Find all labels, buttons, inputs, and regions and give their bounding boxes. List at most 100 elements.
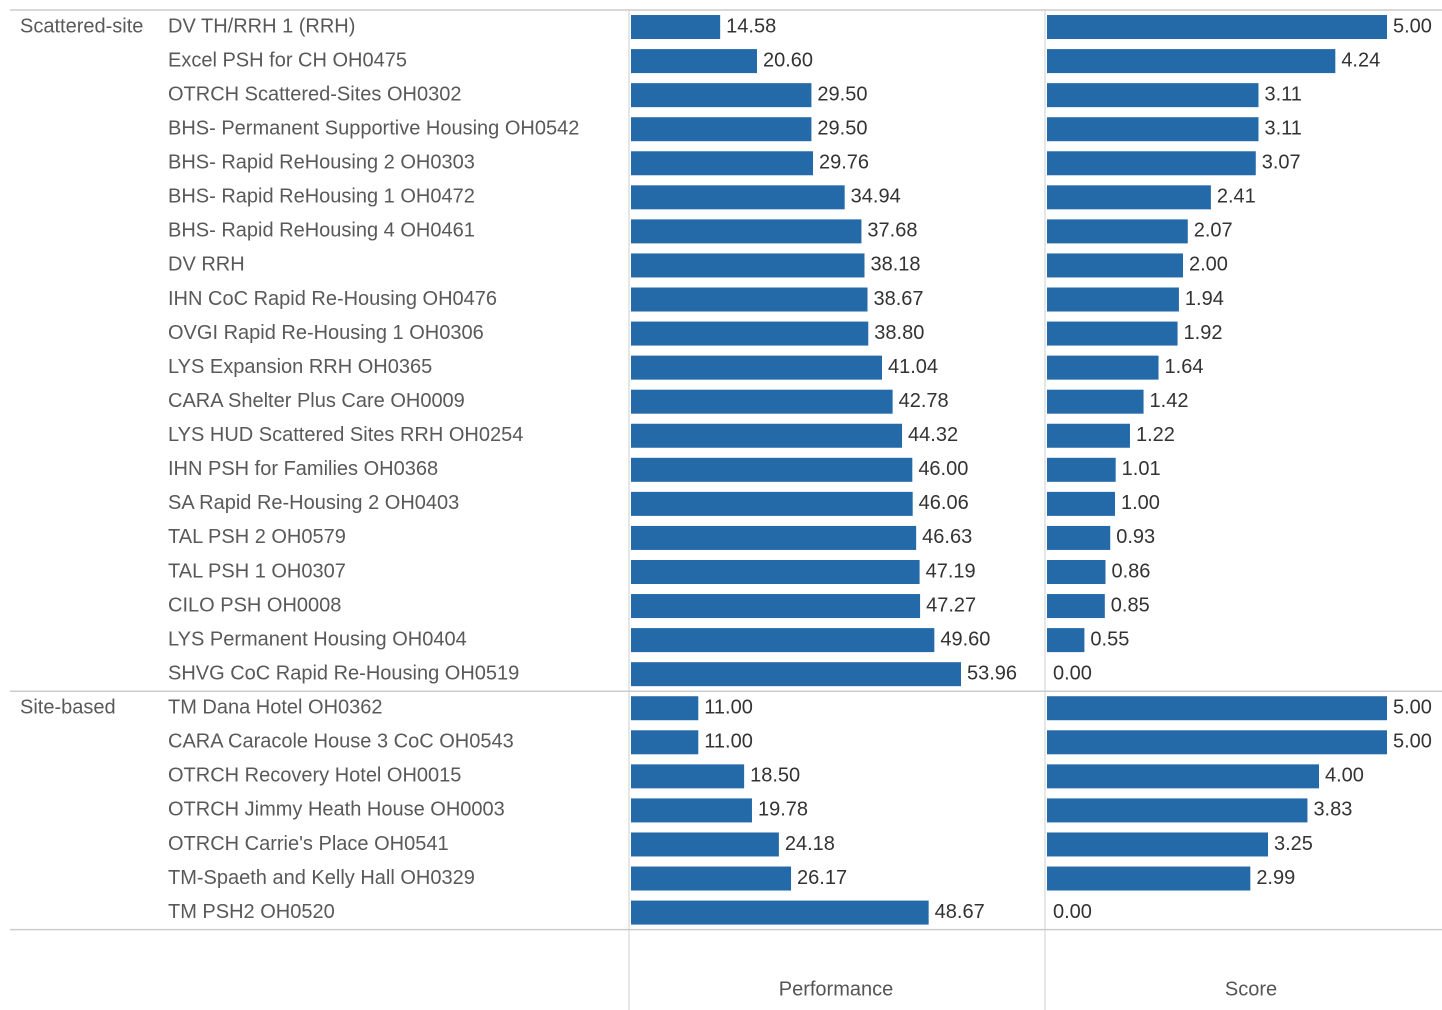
bar xyxy=(631,730,699,755)
value-label: 3.11 xyxy=(1264,83,1301,105)
value-label: 34.94 xyxy=(851,186,901,208)
bar xyxy=(1047,15,1387,40)
category-label: TM-Spaeth and Kelly Hall OH0329 xyxy=(168,867,475,889)
value-label: 29.76 xyxy=(819,152,869,174)
bar xyxy=(631,49,757,74)
bar xyxy=(631,219,862,244)
value-label: 46.00 xyxy=(918,458,968,480)
category-label: CILO PSH OH0008 xyxy=(168,594,341,616)
group-label: Scattered-site xyxy=(20,15,143,37)
bar xyxy=(631,253,865,278)
value-label: 0.00 xyxy=(1053,662,1092,684)
bar xyxy=(1047,355,1159,380)
axis-title: Score xyxy=(1225,978,1277,1000)
group-label: Site-based xyxy=(20,697,116,719)
bar xyxy=(1047,832,1268,857)
bar xyxy=(631,151,814,176)
value-label: 53.96 xyxy=(967,662,1017,684)
bar xyxy=(1047,730,1387,755)
category-label: OTRCH Scattered-Sites OH0302 xyxy=(168,83,461,105)
category-label: LYS Expansion RRH OH0365 xyxy=(168,356,432,378)
bar xyxy=(631,900,929,925)
value-label: 38.18 xyxy=(870,254,920,276)
value-label: 0.85 xyxy=(1111,594,1150,616)
category-label: BHS- Rapid ReHousing 2 OH0303 xyxy=(168,152,475,174)
value-label: 3.83 xyxy=(1313,799,1352,821)
value-label: 2.07 xyxy=(1194,220,1233,242)
bar xyxy=(1047,219,1188,244)
bar xyxy=(631,287,868,312)
bar xyxy=(1047,594,1105,619)
value-label: 18.50 xyxy=(750,765,800,787)
bar xyxy=(1047,253,1183,278)
value-label: 49.60 xyxy=(940,628,990,650)
value-label: 29.50 xyxy=(817,117,867,139)
value-label: 5.00 xyxy=(1393,697,1432,719)
value-label: 42.78 xyxy=(899,390,949,412)
bar xyxy=(1047,423,1130,448)
value-label: 19.78 xyxy=(758,799,808,821)
bar xyxy=(631,696,699,721)
category-label: DV TH/RRH 1 (RRH) xyxy=(168,15,355,37)
category-label: OTRCH Recovery Hotel OH0015 xyxy=(168,765,461,787)
category-label: SHVG CoC Rapid Re-Housing OH0519 xyxy=(168,662,519,684)
bar xyxy=(631,628,935,653)
bar xyxy=(1047,457,1116,482)
bar xyxy=(631,355,882,380)
category-label: LYS Permanent Housing OH0404 xyxy=(168,628,467,650)
value-label: 0.00 xyxy=(1053,901,1092,923)
value-label: 1.22 xyxy=(1136,424,1175,446)
category-label: OTRCH Carrie's Place OH0541 xyxy=(168,833,449,855)
category-label: OTRCH Jimmy Heath House OH0003 xyxy=(168,799,505,821)
bar xyxy=(1047,151,1256,176)
value-label: 1.42 xyxy=(1150,390,1189,412)
bar xyxy=(631,798,752,823)
value-label: 46.63 xyxy=(922,526,972,548)
value-label: 26.17 xyxy=(797,867,847,889)
category-label: SA Rapid Re-Housing 2 OH0403 xyxy=(168,492,459,514)
bar xyxy=(631,662,961,687)
value-label: 0.55 xyxy=(1090,628,1129,650)
bar xyxy=(1047,83,1259,108)
bar xyxy=(1047,866,1251,891)
bar xyxy=(631,321,869,346)
category-label: OVGI Rapid Re-Housing 1 OH0306 xyxy=(168,322,484,344)
category-label: IHN CoC Rapid Re-Housing OH0476 xyxy=(168,288,497,310)
value-label: 0.93 xyxy=(1116,526,1155,548)
category-label: CARA Shelter Plus Care OH0009 xyxy=(168,390,465,412)
value-label: 1.01 xyxy=(1122,458,1161,480)
value-label: 2.99 xyxy=(1256,867,1295,889)
value-label: 5.00 xyxy=(1393,731,1432,753)
value-label: 48.67 xyxy=(935,901,985,923)
value-label: 11.00 xyxy=(704,731,753,753)
bar xyxy=(631,389,893,414)
category-label: BHS- Rapid ReHousing 1 OH0472 xyxy=(168,186,475,208)
value-label: 14.58 xyxy=(726,15,776,37)
bar xyxy=(1047,287,1179,312)
bar xyxy=(1047,321,1178,346)
bar xyxy=(631,83,812,108)
bar xyxy=(1047,696,1387,721)
value-label: 46.06 xyxy=(919,492,969,514)
value-label: 1.64 xyxy=(1165,356,1204,378)
value-label: 4.24 xyxy=(1341,49,1380,71)
bar xyxy=(631,423,903,448)
bar xyxy=(631,832,779,857)
bar xyxy=(1047,798,1308,823)
category-label: DV RRH xyxy=(168,254,245,276)
bar xyxy=(631,525,917,550)
value-label: 0.86 xyxy=(1111,560,1150,582)
category-label: TAL PSH 1 OH0307 xyxy=(168,560,346,582)
axis-title: Performance xyxy=(779,978,894,1000)
bar xyxy=(631,457,913,482)
value-label: 37.68 xyxy=(867,220,917,242)
category-label: IHN PSH for Families OH0368 xyxy=(168,458,438,480)
value-label: 4.00 xyxy=(1325,765,1364,787)
value-label: 5.00 xyxy=(1393,15,1432,37)
category-label: TM Dana Hotel OH0362 xyxy=(168,697,383,719)
bar xyxy=(1047,764,1319,789)
value-label: 41.04 xyxy=(888,356,938,378)
value-label: 2.00 xyxy=(1189,254,1228,276)
bar xyxy=(631,866,792,891)
